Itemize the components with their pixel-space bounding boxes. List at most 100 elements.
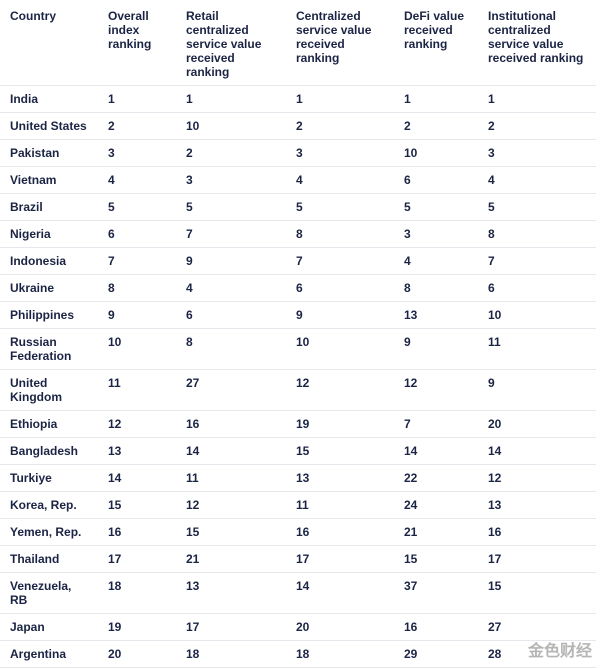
rank-cell: 10 xyxy=(98,328,176,370)
rank-cell: 4 xyxy=(478,166,596,194)
country-cell: Russian Federation xyxy=(0,328,98,370)
rank-cell: 7 xyxy=(176,220,286,248)
country-cell: Yemen, Rep. xyxy=(0,518,98,546)
table-row: Nigeria 6 7 8 3 8 xyxy=(0,220,596,248)
rank-cell: 13 xyxy=(478,491,596,519)
rank-cell: 11 xyxy=(98,369,176,411)
header-cell: Retail centralized service value receive… xyxy=(176,0,286,86)
rank-cell: 3 xyxy=(286,139,394,167)
country-cell: Pakistan xyxy=(0,139,98,167)
rank-cell: 2 xyxy=(176,139,286,167)
country-cell: Korea, Rep. xyxy=(0,491,98,519)
rank-cell: 14 xyxy=(478,437,596,465)
watermark: 金色财经 xyxy=(527,641,592,660)
header-cell: Institutional centralized service value … xyxy=(478,0,596,86)
rank-cell: 19 xyxy=(98,613,176,641)
rank-cell: 22 xyxy=(394,464,478,492)
rank-cell: 2 xyxy=(394,112,478,140)
table-row: Vietnam 4 3 4 6 4 xyxy=(0,166,596,194)
rank-cell: 6 xyxy=(98,220,176,248)
table-row: Ethiopia 12 16 19 7 20 xyxy=(0,410,596,438)
table-row: Venezuela, RB 18 13 14 37 15 xyxy=(0,572,596,614)
rank-cell: 20 xyxy=(98,640,176,668)
rank-cell: 9 xyxy=(176,247,286,275)
rank-cell: 21 xyxy=(176,545,286,573)
country-cell: Turkiye xyxy=(0,464,98,492)
rank-cell: 10 xyxy=(176,112,286,140)
rank-cell: 29 xyxy=(394,640,478,668)
rank-cell: 11 xyxy=(478,328,596,370)
rank-cell: 1 xyxy=(394,85,478,113)
rank-cell: 11 xyxy=(286,491,394,519)
rank-cell: 13 xyxy=(394,301,478,329)
rank-cell: 12 xyxy=(394,369,478,411)
country-cell: Japan xyxy=(0,613,98,641)
rank-cell: 12 xyxy=(98,410,176,438)
header-cell: Overall index ranking xyxy=(98,0,176,86)
rank-cell: 10 xyxy=(286,328,394,370)
rank-cell: 10 xyxy=(478,301,596,329)
rank-cell: 9 xyxy=(98,301,176,329)
rank-cell: 8 xyxy=(176,328,286,370)
rank-cell: 12 xyxy=(286,369,394,411)
rank-cell: 11 xyxy=(176,464,286,492)
rank-cell: 8 xyxy=(98,274,176,302)
rank-cell: 15 xyxy=(478,572,596,614)
rank-cell: 16 xyxy=(394,613,478,641)
country-cell: Argentina xyxy=(0,640,98,668)
rank-cell: 8 xyxy=(286,220,394,248)
rank-cell: 5 xyxy=(394,193,478,221)
rank-cell: 16 xyxy=(98,518,176,546)
table-row: Yemen, Rep. 16 15 16 21 16 xyxy=(0,518,596,546)
header-cell: Centralized service value received ranki… xyxy=(286,0,394,86)
rank-cell: 13 xyxy=(98,437,176,465)
rank-cell: 7 xyxy=(394,410,478,438)
rank-cell: 37 xyxy=(394,572,478,614)
rank-cell: 2 xyxy=(286,112,394,140)
rank-cell: 4 xyxy=(176,274,286,302)
rank-cell: 16 xyxy=(478,518,596,546)
country-cell: Brazil xyxy=(0,193,98,221)
rank-cell: 14 xyxy=(286,572,394,614)
table-row: Bangladesh 13 14 15 14 14 xyxy=(0,437,596,465)
rank-cell: 9 xyxy=(478,369,596,411)
rank-cell: 10 xyxy=(394,139,478,167)
rank-cell: 1 xyxy=(286,85,394,113)
rank-cell: 1 xyxy=(478,85,596,113)
table-row: Ukraine 8 4 6 8 6 xyxy=(0,274,596,302)
rank-cell: 13 xyxy=(286,464,394,492)
table-row: India 1 1 1 1 1 xyxy=(0,85,596,113)
rank-cell: 5 xyxy=(98,193,176,221)
rank-cell: 17 xyxy=(478,545,596,573)
country-cell: Vietnam xyxy=(0,166,98,194)
country-cell: Indonesia xyxy=(0,247,98,275)
rank-cell: 8 xyxy=(394,274,478,302)
rank-cell: 20 xyxy=(478,410,596,438)
rank-cell: 14 xyxy=(176,437,286,465)
rank-cell: 4 xyxy=(98,166,176,194)
rank-cell: 15 xyxy=(176,518,286,546)
rank-cell: 21 xyxy=(394,518,478,546)
rank-cell: 13 xyxy=(176,572,286,614)
header-cell: Country xyxy=(0,0,98,86)
rank-cell: 7 xyxy=(98,247,176,275)
rank-cell: 15 xyxy=(394,545,478,573)
rank-cell: 5 xyxy=(478,193,596,221)
table-row: Indonesia 7 9 7 4 7 xyxy=(0,247,596,275)
rank-cell: 4 xyxy=(286,166,394,194)
rank-cell: 16 xyxy=(176,410,286,438)
rank-cell: 9 xyxy=(286,301,394,329)
rank-cell: 28 xyxy=(478,640,596,668)
rank-cell: 5 xyxy=(286,193,394,221)
country-cell: Thailand xyxy=(0,545,98,573)
rank-cell: 6 xyxy=(394,166,478,194)
rank-cell: 17 xyxy=(286,545,394,573)
rank-cell: 7 xyxy=(478,247,596,275)
country-cell: Ukraine xyxy=(0,274,98,302)
rank-cell: 20 xyxy=(286,613,394,641)
rank-cell: 15 xyxy=(98,491,176,519)
rank-cell: 7 xyxy=(286,247,394,275)
rank-cell: 2 xyxy=(478,112,596,140)
rank-cell: 9 xyxy=(394,328,478,370)
